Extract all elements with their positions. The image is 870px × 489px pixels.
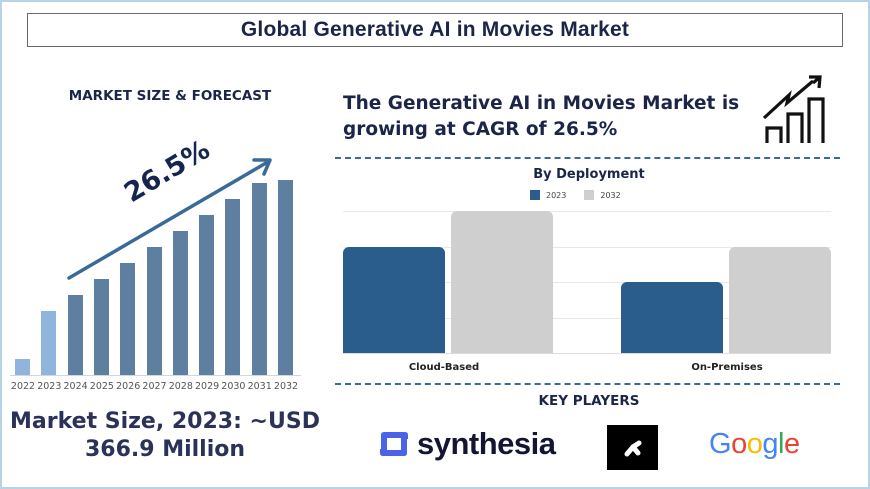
x-tick-2024: 2024	[63, 381, 88, 392]
x-tick-2023: 2023	[37, 381, 62, 392]
forecast-bar-2031	[251, 183, 267, 375]
forecast-bar-2024	[67, 295, 83, 375]
x-tick-2027: 2027	[142, 381, 167, 392]
headline-line1: The Generative AI in Movies Market is	[343, 93, 740, 114]
deployment-bar-cloud-based-2032	[451, 211, 553, 353]
deployment-bar-on-premises-2032	[729, 246, 831, 353]
forecast-bar-2026	[120, 263, 136, 375]
deployment-legend: 2023 2032	[530, 190, 639, 200]
section-divider-top	[335, 157, 840, 159]
market-size-line1: Market Size, 2023: ~USD	[10, 409, 320, 434]
gridline	[343, 282, 831, 283]
category-label-onprem: On-Premises	[691, 362, 763, 373]
forecast-bar-2022	[15, 359, 30, 375]
x-tick-2029: 2029	[195, 381, 220, 392]
x-tick-2032: 2032	[273, 381, 299, 392]
forecast-bar-2029	[199, 215, 215, 375]
legend-swatch-2032	[584, 190, 595, 200]
key-player-runway	[607, 425, 658, 470]
legend-label-2023: 2023	[546, 190, 567, 200]
chart-baseline	[10, 375, 301, 376]
x-tick-2022: 2022	[10, 381, 36, 392]
x-tick-2025: 2025	[89, 381, 114, 392]
key-player-synthesia: synthesia	[377, 428, 556, 459]
deployment-bar-cloud-based-2023	[343, 246, 445, 353]
synthesia-wordmark: synthesia	[417, 426, 556, 461]
key-players-title: KEY PLAYERS	[538, 393, 640, 409]
legend-item-2023: 2023	[530, 190, 566, 200]
x-tick-2031: 2031	[247, 381, 272, 392]
deployment-chart-title: By Deployment	[533, 167, 645, 182]
x-tick-2026: 2026	[116, 381, 141, 392]
gridline	[343, 318, 831, 319]
market-size-line2: 366.9 Million	[84, 437, 246, 462]
google-logo-icon: Google	[709, 428, 800, 460]
chart-baseline	[343, 353, 831, 354]
cagr-headline: The Generative AI in Movies Market is gr…	[343, 91, 739, 143]
section-divider-bottom	[335, 383, 840, 385]
category-label-cloud: Cloud-Based	[408, 362, 480, 373]
x-tick-2028: 2028	[168, 381, 193, 392]
page-title: Global Generative AI in Movies Market	[240, 18, 630, 41]
legend-swatch-2023	[530, 190, 540, 200]
x-tick-2030: 2030	[221, 381, 246, 392]
title-banner: Global Generative AI in Movies Market	[27, 13, 843, 47]
forecast-bar-2030	[225, 199, 241, 375]
forecast-bar-2023	[41, 311, 57, 375]
forecast-bar-2032	[278, 180, 293, 375]
runway-logo-icon	[624, 440, 641, 456]
gridline	[343, 247, 831, 248]
forecast-bar-2025	[93, 279, 109, 375]
deployment-bar-on-premises-2023	[621, 282, 723, 353]
market-forecast-title: MARKET SIZE & FORECAST	[68, 88, 272, 104]
headline-line2: growing at CAGR of 26.5%	[343, 119, 618, 140]
legend-label-2032: 2032	[600, 190, 621, 200]
gridline	[343, 211, 831, 212]
market-size-text: Market Size, 2023: ~USD 366.9 Million	[0, 408, 330, 464]
growth-arrow-icon	[67, 158, 272, 280]
growth-chart-icon	[762, 75, 825, 143]
forecast-bar-2028	[172, 231, 188, 375]
synthesia-logo-icon	[380, 431, 408, 456]
forecast-bar-2027	[146, 247, 162, 375]
legend-item-2032: 2032	[584, 190, 621, 200]
key-player-google: Google	[709, 430, 800, 459]
